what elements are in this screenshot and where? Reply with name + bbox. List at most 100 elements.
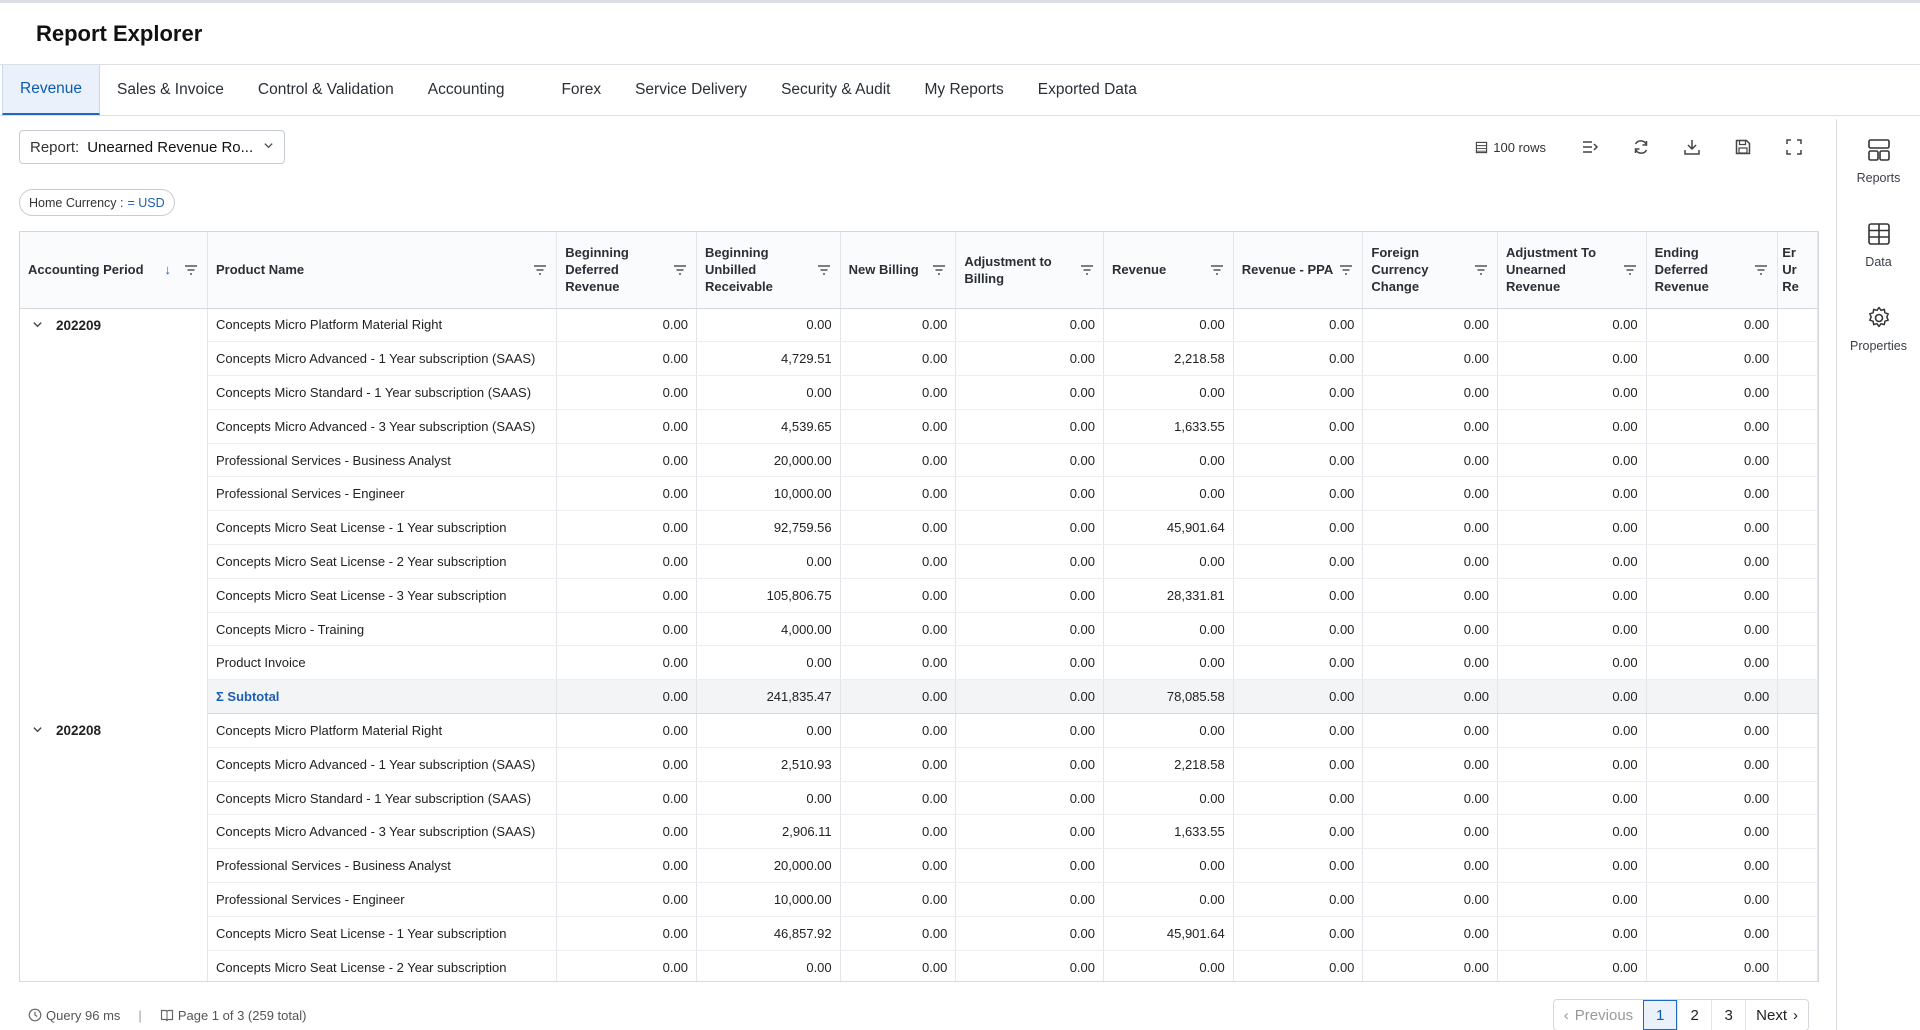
table-row[interactable]: Product Invoice 0.00 0.00 0.00 0.00 0.00 0.00 0… (20, 645, 1818, 681)
tab-forex[interactable]: Forex (561, 81, 602, 98)
table-row[interactable]: 202209 Concepts Micro Platform Material R… (20, 308, 1818, 714)
table-row[interactable]: Professional Services - Engineer 0.00 10,0… (20, 882, 1818, 917)
value-cell: 0.00 (1233, 308, 1364, 343)
filter-icon[interactable] (532, 262, 548, 278)
filter-icon[interactable] (1473, 262, 1489, 278)
column-header-adjustment-to-billing[interactable]: Adjustment to Billing (955, 232, 1105, 309)
tab-security-audit[interactable]: Security & Audit (781, 81, 891, 98)
tab-sales-invoice[interactable]: Sales & Invoice (117, 81, 224, 98)
collapse-chevron-icon[interactable] (32, 723, 48, 738)
tab-my-reports[interactable]: My Reports (924, 81, 1004, 98)
refresh-button[interactable] (1615, 131, 1666, 163)
table-row[interactable]: Professional Services - Business Analyst… (20, 443, 1818, 478)
value-cell: 0.00 (955, 645, 1105, 681)
value-cell: 92,759.56 (696, 510, 841, 546)
app-header: Report Explorer (0, 3, 1920, 65)
value-cell: 0.00 (840, 612, 957, 647)
tab-exported-data[interactable]: Exported Data (1037, 81, 1137, 98)
tab-revenue[interactable]: Revenue (2, 65, 101, 115)
filter-icon[interactable] (1622, 262, 1638, 278)
value-cell: 10,000.00 (696, 476, 841, 512)
table-row[interactable]: Professional Services - Engineer 0.00 10,0… (20, 476, 1818, 512)
home-currency-filter-chip[interactable]: Home Currency : = USD (19, 189, 175, 216)
table-row[interactable]: Concepts Micro Advanced - 3 Year subscri… (20, 409, 1818, 444)
value-cell: 0.00 (1646, 882, 1779, 917)
filter-icon[interactable] (183, 262, 199, 278)
value-cell: 0.00 (696, 645, 841, 681)
column-header-beginning-deferred-revenue[interactable]: Beginning Deferred Revenue (556, 232, 697, 309)
tab-service-delivery[interactable]: Service Delivery (635, 81, 748, 98)
fullscreen-button[interactable] (1768, 131, 1819, 163)
value-cell: 0.00 (556, 510, 697, 546)
value-cell: 0.00 (556, 578, 697, 613)
column-header-label: Er Ur Re (1782, 245, 1799, 295)
column-header-foreign-currency-change[interactable]: Foreign Currency Change (1362, 232, 1499, 309)
reports-panel-button[interactable]: Reports (1837, 137, 1920, 203)
table-row[interactable]: Concepts Micro Advanced - 1 Year subscri… (20, 341, 1818, 377)
filter-icon[interactable] (931, 262, 947, 278)
value-cell: 0.00 (955, 814, 1105, 850)
subtotal-value-cell: 78,085.58 (1103, 679, 1234, 715)
value-cell: 0.00 (840, 882, 957, 917)
value-cell: 0.00 (1646, 341, 1779, 377)
column-header-product-name[interactable]: Product Name (207, 232, 558, 309)
column-header-accounting-period[interactable]: Accounting Period ↓ (20, 232, 208, 309)
table-row[interactable]: 202208 Concepts Micro Platform Material R… (20, 713, 1818, 981)
report-selector[interactable]: Report: Unearned Revenue Ro... (19, 130, 286, 164)
table-row[interactable]: Concepts Micro Seat License - 2 Year sub… (20, 950, 1818, 981)
next-page-button[interactable]: Next › (1745, 1000, 1808, 1030)
column-header-new-billing[interactable]: New Billing (840, 232, 957, 309)
table-row[interactable]: Concepts Micro Seat License - 3 Year sub… (20, 578, 1818, 613)
value-cell: 0.00 (1362, 544, 1499, 579)
subtotal-value-cell: 241,835.47 (696, 679, 841, 715)
table-row[interactable]: Concepts Micro Seat License - 1 Year sub… (20, 916, 1818, 951)
collapse-chevron-icon[interactable] (32, 318, 48, 333)
column-header-truncated[interactable]: Er Ur Re (1777, 232, 1818, 309)
previous-page-button[interactable]: ‹ Previous (1554, 1000, 1643, 1030)
tab-accounting[interactable]: Accounting (427, 81, 505, 98)
column-chooser-button[interactable] (1564, 131, 1615, 163)
sort-descending-icon[interactable]: ↓ (164, 262, 172, 278)
value-cell: 0.00 (1646, 781, 1779, 816)
table-row[interactable]: Concepts Micro - Training 0.00 4,000.00 0.0… (20, 612, 1818, 647)
column-header-adjustment-to-unearned-revenue[interactable]: Adjustment To Unearned Revenue (1497, 232, 1647, 309)
value-cell: 0.00 (1233, 916, 1364, 951)
filter-icon[interactable] (672, 262, 688, 278)
tab-control-validation[interactable]: Control & Validation (257, 81, 394, 98)
clock-icon (28, 1008, 42, 1022)
page-info-text: Page 1 of 3 (259 total) (177, 1007, 307, 1023)
product-name-cell: Professional Services - Engineer (207, 476, 558, 512)
table-row[interactable]: Concepts Micro Standard - 1 Year subscri… (20, 781, 1818, 816)
value-cell: 0.00 (1497, 747, 1647, 782)
save-button[interactable] (1717, 131, 1768, 163)
column-header-revenue[interactable]: Revenue (1103, 232, 1234, 309)
value-cell: 0.00 (1233, 341, 1364, 377)
filter-icon[interactable] (1338, 262, 1354, 278)
properties-panel-button[interactable]: Properties (1837, 305, 1920, 371)
column-header-label: Foreign Currency Change (1371, 245, 1429, 295)
filter-icon[interactable] (816, 262, 832, 278)
table-row[interactable]: Concepts Micro Seat License - 1 Year sub… (20, 510, 1818, 546)
table-row[interactable]: Concepts Micro Advanced - 3 Year subscri… (20, 814, 1818, 850)
table-row[interactable]: Concepts Micro Advanced - 1 Year subscri… (20, 747, 1818, 782)
column-header-ending-deferred-revenue[interactable]: Ending Deferred Revenue (1646, 232, 1779, 309)
reports-icon (1867, 139, 1890, 161)
table-row[interactable]: Concepts Micro Standard - 1 Year subscri… (20, 375, 1818, 410)
subtotal-label: Σ Subtotal (207, 679, 558, 715)
page-button-3[interactable]: 3 (1711, 1000, 1745, 1030)
column-header-beginning-unbilled-receivable[interactable]: Beginning Unbilled Receivable (696, 232, 841, 309)
download-button[interactable] (1666, 131, 1717, 163)
rows-per-page-indicator[interactable]: 100 rows (1475, 140, 1546, 155)
table-row[interactable]: Professional Services - Business Analyst… (20, 848, 1818, 884)
value-cell: 0.00 (840, 645, 957, 681)
column-header-revenue-ppa[interactable]: Revenue - PPA (1233, 232, 1364, 309)
data-panel-button[interactable]: Data (1837, 221, 1920, 287)
table-row[interactable]: Concepts Micro Seat License - 2 Year sub… (20, 544, 1818, 579)
overflow-cell (1777, 612, 1818, 647)
page-button-2[interactable]: 2 (1677, 1000, 1711, 1030)
page-button-1[interactable]: 1 (1643, 1000, 1678, 1030)
filter-icon[interactable] (1079, 262, 1095, 278)
filter-icon[interactable] (1753, 262, 1769, 278)
filter-icon[interactable] (1209, 262, 1225, 278)
value-cell: 0.00 (840, 341, 957, 377)
